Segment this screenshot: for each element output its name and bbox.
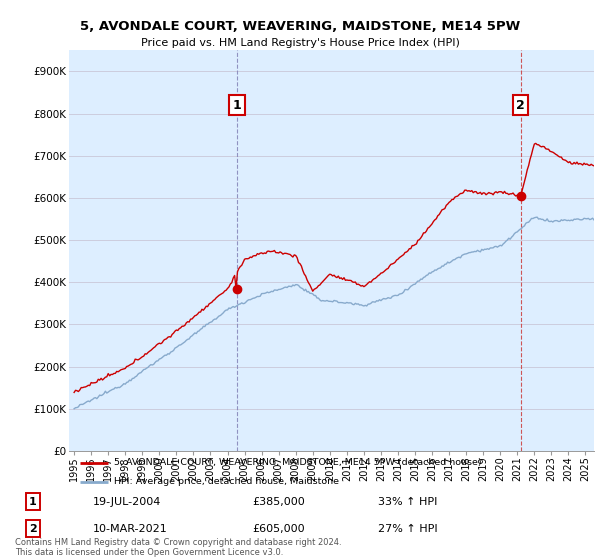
Text: £605,000: £605,000 <box>252 524 305 534</box>
Text: 2: 2 <box>516 99 525 111</box>
Text: HPI: Average price, detached house, Maidstone: HPI: Average price, detached house, Maid… <box>113 477 338 486</box>
Text: 19-JUL-2004: 19-JUL-2004 <box>93 497 161 507</box>
Text: 27% ↑ HPI: 27% ↑ HPI <box>378 524 437 534</box>
Text: 5, AVONDALE COURT, WEAVERING, MAIDSTONE, ME14 5PW (detached house): 5, AVONDALE COURT, WEAVERING, MAIDSTONE,… <box>113 458 481 467</box>
Text: 10-MAR-2021: 10-MAR-2021 <box>93 524 168 534</box>
Text: 1: 1 <box>29 497 37 507</box>
Text: 5, AVONDALE COURT, WEAVERING, MAIDSTONE, ME14 5PW: 5, AVONDALE COURT, WEAVERING, MAIDSTONE,… <box>80 20 520 32</box>
Text: £385,000: £385,000 <box>252 497 305 507</box>
Text: 33% ↑ HPI: 33% ↑ HPI <box>378 497 437 507</box>
Text: 2: 2 <box>29 524 37 534</box>
Text: Contains HM Land Registry data © Crown copyright and database right 2024.
This d: Contains HM Land Registry data © Crown c… <box>15 538 341 557</box>
Text: 1: 1 <box>232 99 241 111</box>
Text: Price paid vs. HM Land Registry's House Price Index (HPI): Price paid vs. HM Land Registry's House … <box>140 38 460 48</box>
